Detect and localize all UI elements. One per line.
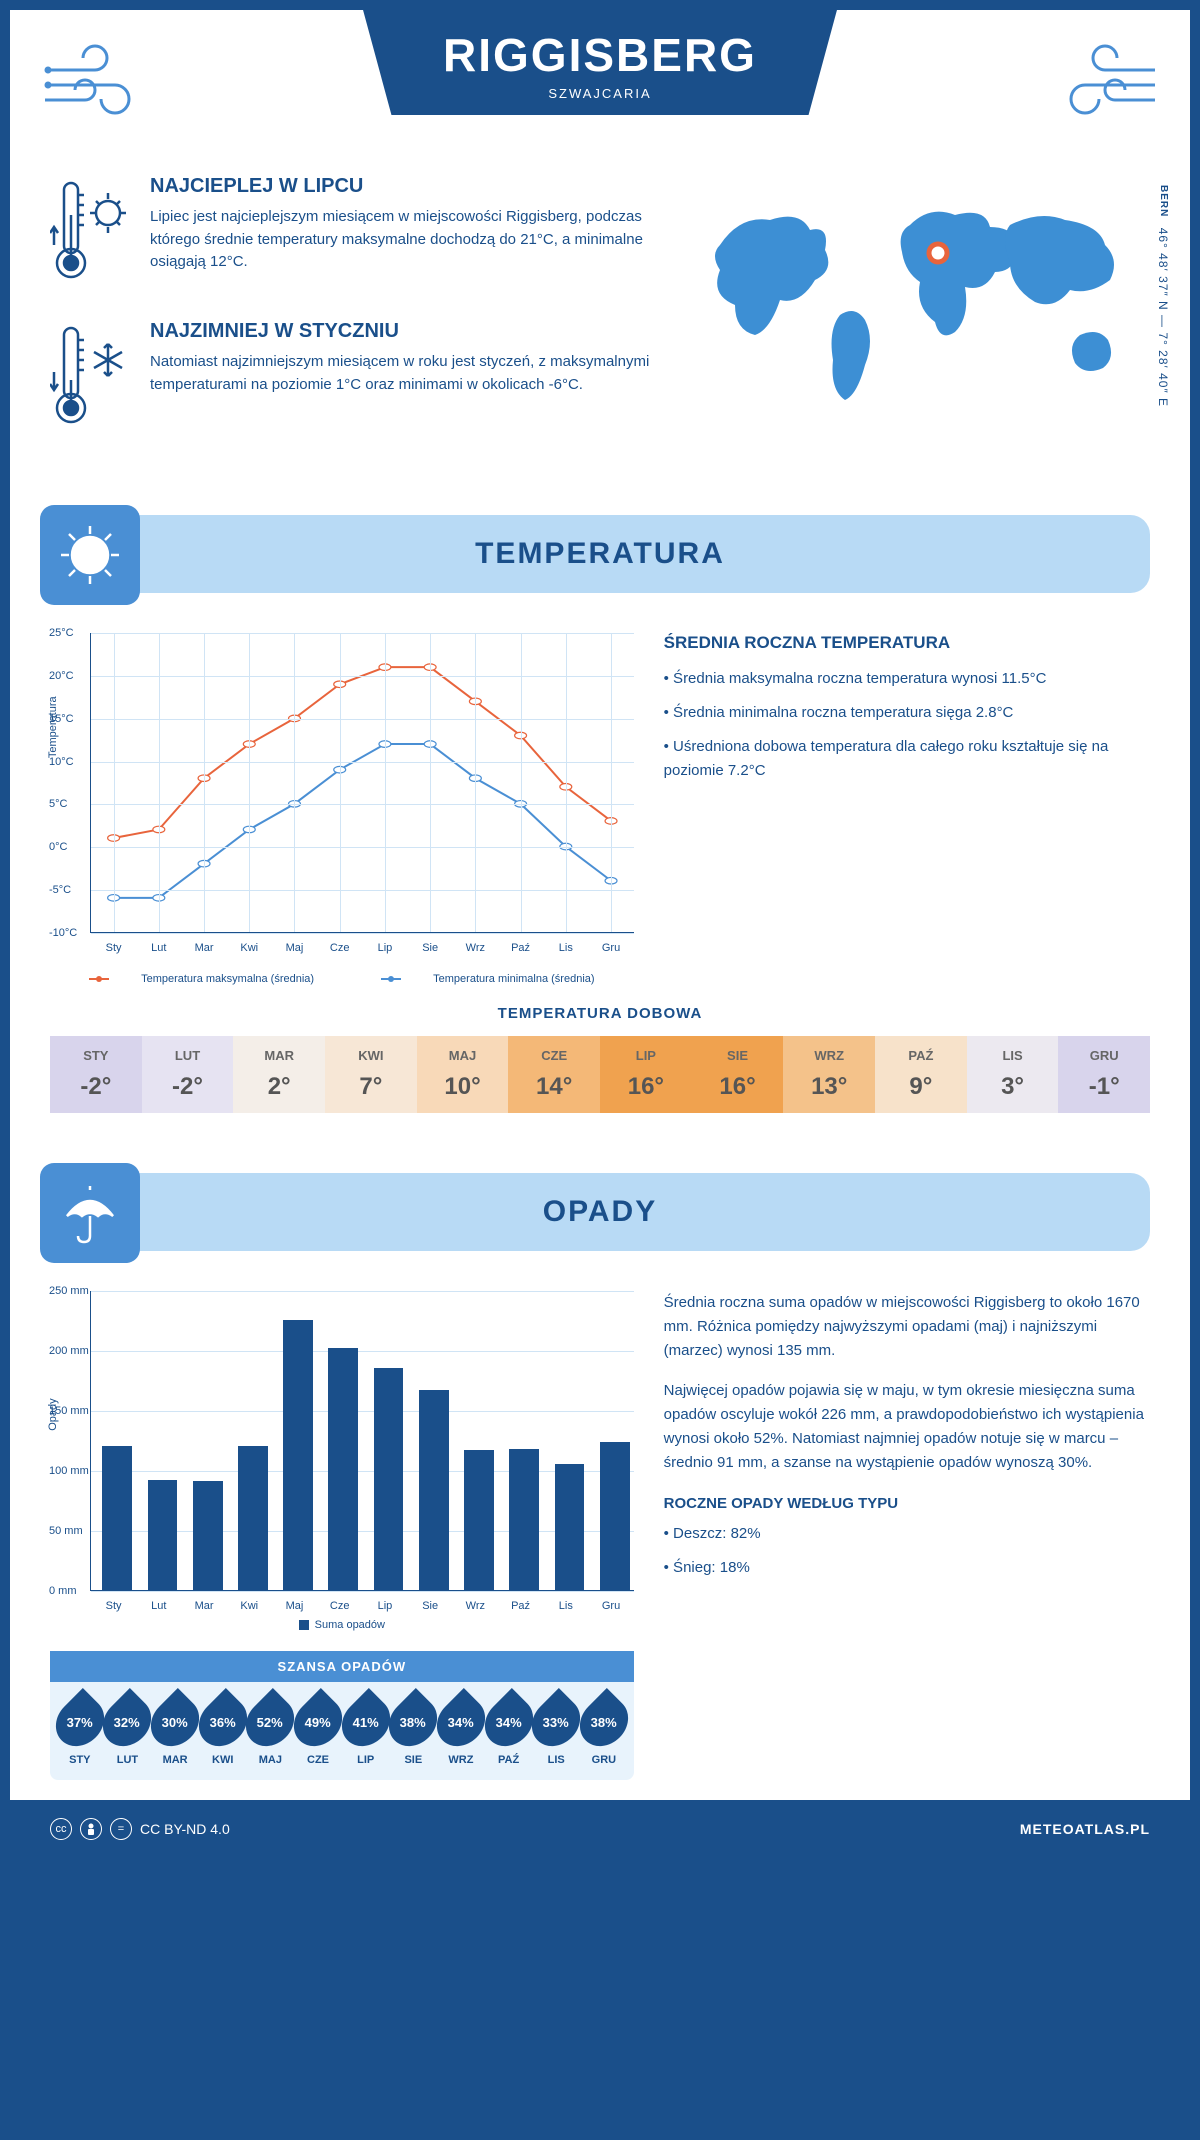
temperature-row: Temperatura -10°C-5°C0°C5°C10°C15°C20°C2… [10, 613, 1190, 1005]
precip-header: OPADY [50, 1173, 1150, 1251]
page: RIGGISBERG SZWAJCARIA NAJCIEPLEJ W LIPCU… [0, 0, 1200, 1868]
temp-desc-item: • Uśredniona dobowa temperatura dla całe… [664, 735, 1150, 783]
thermometer-snow-icon [50, 320, 130, 435]
temp-desc-item: • Średnia maksymalna roczna temperatura … [664, 667, 1150, 691]
cold-title: NAJZIMNIEJ W STYCZNIU [150, 320, 660, 343]
chance-drop: 33%LIS [532, 1696, 580, 1766]
daily-title: TEMPERATURA DOBOWA [50, 1005, 1150, 1022]
temperature-title: TEMPERATURA [50, 537, 1150, 571]
daily-cell: GRU-1° [1058, 1036, 1150, 1113]
chance-drop: 36%KWI [199, 1696, 247, 1766]
thermometer-sun-icon [50, 175, 130, 290]
summary-row: NAJCIEPLEJ W LIPCU Lipiec jest najcieple… [10, 155, 1190, 495]
wind-icon [40, 40, 160, 120]
legend-max: Temperatura maksymalna (średnia) [141, 973, 314, 985]
precip-bar [238, 1446, 268, 1590]
hot-block: NAJCIEPLEJ W LIPCU Lipiec jest najcieple… [50, 175, 660, 290]
chance-drop: 38%GRU [580, 1696, 628, 1766]
precip-bar [148, 1480, 178, 1590]
license: cc = CC BY-ND 4.0 [50, 1818, 230, 1840]
cold-text: Natomiast najzimniejszym miesiącem w rok… [150, 351, 660, 396]
daily-cell: MAR2° [233, 1036, 325, 1113]
temperature-line-chart: Temperatura -10°C-5°C0°C5°C10°C15°C20°C2… [90, 633, 634, 933]
chance-drop: 37%STY [56, 1696, 104, 1766]
precip-legend: Suma opadów [50, 1619, 634, 1631]
precip-bar [193, 1481, 223, 1590]
nd-icon: = [110, 1818, 132, 1840]
precip-type2: • Śnieg: 18% [664, 1556, 1150, 1580]
precip-bar [374, 1368, 404, 1590]
daily-cell: LIP16° [600, 1036, 692, 1113]
hot-text: Lipiec jest najcieplejszym miesiącem w m… [150, 206, 660, 274]
chance-drop: 32%LUT [104, 1696, 152, 1766]
precip-p2: Najwięcej opadów pojawia się w maju, w t… [664, 1379, 1150, 1475]
daily-cell: LIS3° [967, 1036, 1059, 1113]
wind-icon [1040, 40, 1160, 120]
precip-bar [600, 1442, 630, 1590]
precip-p1: Średnia roczna suma opadów w miejscowośc… [664, 1291, 1150, 1363]
hot-title: NAJCIEPLEJ W LIPCU [150, 175, 660, 198]
by-icon [80, 1818, 102, 1840]
precip-bar [464, 1450, 494, 1590]
precip-bar [283, 1320, 313, 1590]
header: RIGGISBERG SZWAJCARIA [10, 10, 1190, 155]
daily-cell: LUT-2° [142, 1036, 234, 1113]
chance-drop: 30%MAR [151, 1696, 199, 1766]
daily-cell: SIE16° [692, 1036, 784, 1113]
precip-row: Opady 0 mm50 mm100 mm150 mm200 mm250 mmS… [10, 1271, 1190, 1800]
precip-description: Średnia roczna suma opadów w miejscowośc… [664, 1291, 1150, 1780]
precip-bar [328, 1348, 358, 1590]
precip-bar [509, 1449, 539, 1590]
temp-desc-title: ŚREDNIA ROCZNA TEMPERATURA [664, 633, 1150, 653]
world-map: BERN 46° 48′ 37″ N — 7° 28′ 40″ E [690, 175, 1150, 465]
cc-icon: cc [50, 1818, 72, 1840]
page-title: RIGGISBERG [443, 28, 757, 82]
title-banner: RIGGISBERG SZWAJCARIA [363, 10, 837, 115]
chance-drop: 34%PAŹ [485, 1696, 533, 1766]
license-text: CC BY-ND 4.0 [140, 1821, 230, 1837]
chance-drop: 41%LIP [342, 1696, 390, 1766]
chance-drop: 49%CZE [294, 1696, 342, 1766]
footer: cc = CC BY-ND 4.0 METEOATLAS.PL [10, 1800, 1190, 1858]
temp-description: ŚREDNIA ROCZNA TEMPERATURA • Średnia mak… [664, 633, 1150, 985]
coordinates: BERN 46° 48′ 37″ N — 7° 28′ 40″ E [1156, 185, 1170, 407]
precip-bar-chart: Opady 0 mm50 mm100 mm150 mm200 mm250 mmS… [90, 1291, 634, 1591]
precip-legend-text: Suma opadów [315, 1619, 385, 1631]
precip-type-title: ROCZNE OPADY WEDŁUG TYPU [664, 1495, 1150, 1512]
temp-y-label: Temperatura [47, 696, 59, 758]
chance-drop: 34%WRZ [437, 1696, 485, 1766]
daily-cell: STY-2° [50, 1036, 142, 1113]
coords-text: 46° 48′ 37″ N — 7° 28′ 40″ E [1156, 228, 1170, 407]
cold-block: NAJZIMNIEJ W STYCZNIU Natomiast najzimni… [50, 320, 660, 435]
daily-temp-table: STY-2°LUT-2°MAR2°KWI7°MAJ10°CZE14°LIP16°… [50, 1036, 1150, 1113]
brand: METEOATLAS.PL [1020, 1821, 1150, 1837]
precip-bar [419, 1390, 449, 1590]
daily-cell: WRZ13° [783, 1036, 875, 1113]
page-subtitle: SZWAJCARIA [443, 86, 757, 101]
chance-drop: 52%MAJ [247, 1696, 295, 1766]
precip-chance-box: SZANSA OPADÓW 37%STY32%LUT30%MAR36%KWI52… [50, 1651, 634, 1780]
coords-city: BERN [1158, 185, 1169, 217]
temperature-header: TEMPERATURA [50, 515, 1150, 593]
daily-cell: PAŹ9° [875, 1036, 967, 1113]
daily-cell: KWI7° [325, 1036, 417, 1113]
legend-min: Temperatura minimalna (średnia) [433, 973, 594, 985]
precip-title: OPADY [50, 1195, 1150, 1229]
daily-cell: CZE14° [508, 1036, 600, 1113]
temp-desc-item: • Średnia minimalna roczna temperatura s… [664, 701, 1150, 725]
chance-drop: 38%SIE [389, 1696, 437, 1766]
precip-bar [102, 1446, 132, 1590]
precip-bar [555, 1464, 585, 1590]
precip-type1: • Deszcz: 82% [664, 1522, 1150, 1546]
daily-cell: MAJ10° [417, 1036, 509, 1113]
sun-icon [40, 505, 140, 605]
daily-temperature: TEMPERATURA DOBOWA STY-2°LUT-2°MAR2°KWI7… [10, 1005, 1190, 1153]
chance-drops: 37%STY32%LUT30%MAR36%KWI52%MAJ49%CZE41%L… [50, 1682, 634, 1766]
temp-legend: #leg-max::after{background:#e8643c}Tempe… [50, 973, 634, 985]
umbrella-icon [40, 1163, 140, 1263]
chance-title: SZANSA OPADÓW [50, 1651, 634, 1682]
